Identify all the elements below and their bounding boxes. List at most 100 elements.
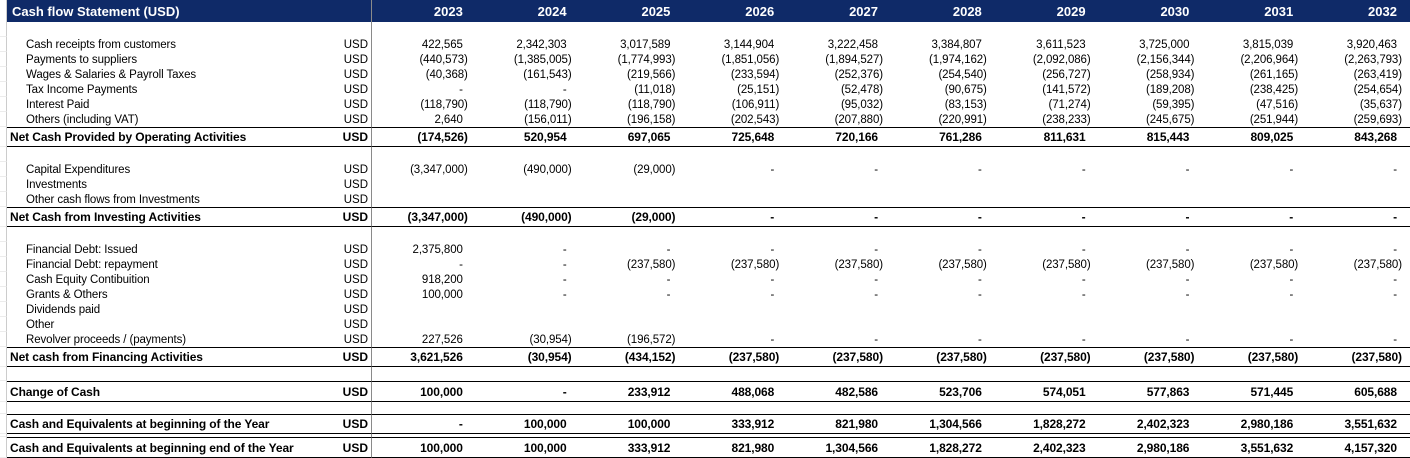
cell-value[interactable]: (259,693) [1353,113,1402,126]
cell-value[interactable]: - [562,288,567,301]
cell-value[interactable]: - [994,207,1099,227]
cell-value[interactable]: 422,565 [421,38,463,51]
year-header[interactable]: 2027 [787,0,891,22]
cell-value[interactable]: 100,000 [372,437,476,458]
cell-value[interactable]: 2,402,323 [1098,414,1203,434]
cell-value[interactable]: (219,566) [627,68,676,81]
cell-value[interactable]: 100,000 [475,414,580,434]
cell-value[interactable]: - [978,273,982,286]
cell-value[interactable]: 3,017,589 [620,38,671,51]
cell-value[interactable]: (141,572) [1042,83,1091,96]
currency-label[interactable]: USD [337,332,372,347]
year-header[interactable]: 2028 [890,0,995,22]
cell-value[interactable]: - [1185,163,1190,176]
currency-label[interactable]: USD [337,437,372,458]
row-label[interactable]: Wages & Salaries & Payroll Taxes [26,68,197,81]
row-label[interactable]: Others (including VAT) [26,113,139,126]
cell-value[interactable]: (196,158) [627,113,676,126]
row-label[interactable]: Capital Expenditures [26,163,131,176]
cell-value[interactable]: (118,790) [420,98,468,111]
cell-value[interactable]: 1,304,566 [890,414,995,434]
cell-value[interactable]: - [1081,288,1086,301]
cell-value[interactable]: 333,912 [683,414,788,434]
cell-value[interactable]: - [459,258,463,271]
row-label[interactable]: Grants & Others [26,288,108,301]
cell-value[interactable]: (254,654) [1353,83,1402,96]
cell-value[interactable]: 811,631 [994,127,1099,147]
cell-value[interactable]: - [666,243,671,256]
cell-value[interactable]: 233,912 [579,381,684,402]
cell-value[interactable]: - [978,333,982,346]
cell-value[interactable]: 3,384,807 [931,38,982,51]
cell-value[interactable]: 520,954 [475,127,580,147]
cell-value[interactable]: 843,268 [1306,127,1410,147]
cell-value[interactable]: - [372,414,476,434]
cell-value[interactable]: 100,000 [475,437,580,458]
cell-value[interactable]: (202,543) [730,113,780,126]
cell-value[interactable]: 3,222,458 [827,38,878,51]
cell-value[interactable]: 3,920,463 [1346,38,1397,51]
currency-label[interactable]: USD [337,82,372,97]
cell-value[interactable]: (261,165) [1249,68,1299,81]
cell-value[interactable]: (237,580) [1042,258,1091,271]
cell-value[interactable]: (25,151) [737,83,780,96]
row-label[interactable]: Dividends paid [26,303,101,316]
cell-value[interactable]: (237,580) [787,347,891,367]
year-header[interactable]: 2025 [579,0,684,22]
cell-value[interactable]: - [874,163,878,176]
cell-value[interactable]: 3,551,632 [1202,437,1307,458]
cell-value[interactable]: (490,000) [523,163,572,176]
cell-value[interactable]: - [562,273,567,286]
cell-value[interactable]: - [770,273,775,286]
cell-value[interactable]: - [978,288,982,301]
cell-value[interactable]: (71,274) [1048,98,1091,111]
currency-label[interactable]: USD [337,207,372,227]
cell-value[interactable]: - [770,243,775,256]
cell-value[interactable]: (237,580) [938,258,987,271]
cell-value[interactable]: - [562,243,567,256]
currency-label[interactable]: USD [337,287,372,302]
currency-label[interactable]: USD [337,414,372,434]
cell-value[interactable]: (238,425) [1249,83,1299,96]
row-label[interactable]: Tax Income Payments [26,83,138,96]
cell-value[interactable]: (161,543) [523,68,572,81]
cell-value[interactable]: - [1289,288,1294,301]
year-header[interactable]: 2030 [1098,0,1203,22]
row-label[interactable]: Investments [26,178,87,191]
cell-value[interactable]: (1,974,162) [929,53,987,66]
cell-value[interactable]: (238,233) [1042,113,1091,126]
row-label[interactable]: Cash receipts from customers [26,38,176,51]
cell-value[interactable]: (2,156,344) [1136,53,1195,66]
cell-value[interactable]: - [1289,273,1294,286]
cell-value[interactable]: 488,068 [683,381,788,402]
cell-value[interactable]: 720,166 [787,127,891,147]
currency-label[interactable]: USD [337,177,372,192]
cell-value[interactable]: (3,347,000) [410,163,468,176]
cell-value[interactable]: - [1202,207,1307,227]
cell-value[interactable]: - [1081,333,1086,346]
cell-value[interactable]: (30,954) [475,347,580,367]
cell-value[interactable]: - [1098,207,1203,227]
cell-value[interactable]: (254,540) [938,68,987,81]
cell-value[interactable]: 809,025 [1202,127,1307,147]
currency-label[interactable]: USD [337,257,372,272]
cell-value[interactable]: - [1081,273,1086,286]
cell-value[interactable]: 1,828,272 [890,437,995,458]
currency-label[interactable]: USD [337,162,372,177]
cell-value[interactable]: - [978,163,982,176]
cell-value[interactable]: 227,526 [421,333,463,346]
cell-value[interactable]: (256,727) [1042,68,1091,81]
cell-value[interactable]: - [1393,333,1397,346]
cell-value[interactable]: - [666,273,671,286]
cell-value[interactable]: (47,516) [1256,98,1299,111]
cell-value[interactable]: (237,580) [683,347,788,367]
cell-value[interactable]: - [1289,243,1294,256]
cell-value[interactable]: (220,991) [938,113,987,126]
cell-value[interactable]: 571,445 [1202,381,1307,402]
cell-value[interactable]: (237,580) [1146,258,1195,271]
row-label[interactable]: Cash and Equivalents at beginning end of… [7,437,337,458]
row-label[interactable]: Net cash from Financing Activities [7,347,337,367]
currency-label[interactable]: USD [337,112,372,127]
cell-value[interactable]: 3,551,632 [1306,414,1410,434]
cell-value[interactable]: (156,011) [524,113,572,126]
